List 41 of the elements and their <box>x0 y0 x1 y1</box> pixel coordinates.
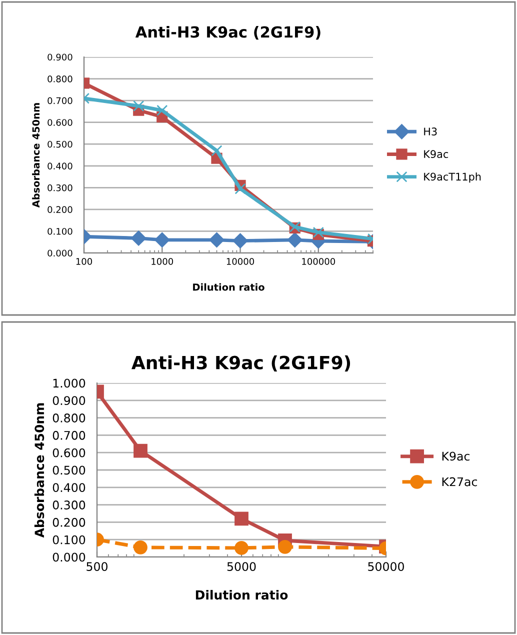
y-tick-label: 0.300 <box>48 184 72 192</box>
y-tick-label: 0.500 <box>52 466 86 475</box>
x-axis-title: Dilution ratio <box>196 590 288 600</box>
x-tick-label: 100000 <box>302 258 336 265</box>
x-axis-title: Dilution ratio <box>193 283 264 291</box>
legend-label: K9acT11ph <box>424 172 481 183</box>
y-tick-label: 0.500 <box>48 140 72 148</box>
y-axis-title: Absorbance 450nm <box>34 403 44 538</box>
y-tick-label: 0.200 <box>52 518 86 527</box>
y-tick-label: 0.800 <box>52 414 86 422</box>
y-tick-label: 1.000 <box>53 378 86 388</box>
y-tick-label: 0.100 <box>52 535 86 544</box>
y-tick-label: 0.200 <box>48 206 72 214</box>
x-tick-label: 500 <box>86 562 108 571</box>
y-tick-label: 0.300 <box>52 500 86 510</box>
chart-title: Anti-H3 K9ac (2G1F9) <box>132 355 350 372</box>
y-tick-label: 0.600 <box>52 448 86 458</box>
legend-label: K9ac <box>442 452 470 461</box>
x-tick-label: 5000 <box>227 562 256 571</box>
legend-label: K9ac <box>424 150 448 158</box>
y-tick-label: 0.900 <box>48 54 72 61</box>
y-tick-label: 0.800 <box>48 76 72 82</box>
y-tick-label: 0.600 <box>48 119 72 126</box>
y-tick-label: 0.100 <box>48 228 72 235</box>
y-tick-label: 0.700 <box>52 430 86 440</box>
legend-label: H3 <box>424 128 437 136</box>
chart-title: Anti-H3 K9ac (2G1F9) <box>135 26 320 40</box>
x-tick-label: 10000 <box>226 258 254 265</box>
x-tick-label: 50000 <box>368 562 404 571</box>
y-tick-label: 0.400 <box>52 483 86 492</box>
x-tick-label: 1000 <box>152 258 174 265</box>
point <box>234 512 248 526</box>
x-tick-label: 100 <box>76 258 92 265</box>
y-tick-label: 0.900 <box>52 396 86 406</box>
y-tick-label: 0.700 <box>48 97 72 104</box>
y-axis-title: Absorbance 450nm <box>32 103 40 208</box>
y-tick-label: 0.400 <box>48 162 72 170</box>
y-tick-label: 0.000 <box>52 552 86 562</box>
point <box>234 541 248 555</box>
legend-label: K27ac <box>442 477 477 486</box>
y-tick-label: 0.000 <box>48 250 72 257</box>
